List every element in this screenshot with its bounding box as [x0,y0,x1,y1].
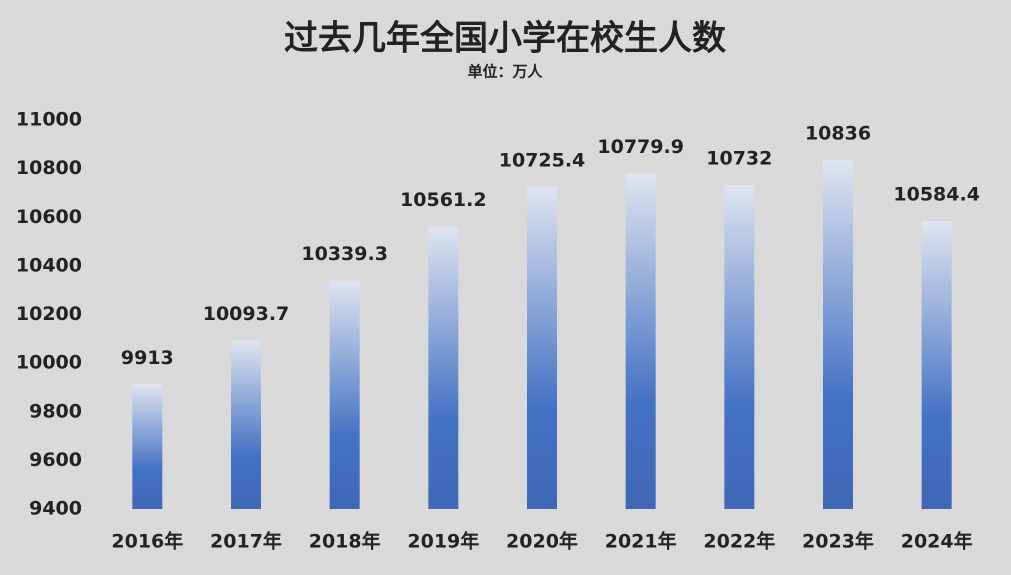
value-label: 10725.4 [499,149,586,171]
bar [527,186,557,509]
x-tick-label: 2019年 [407,530,479,553]
y-tick-label: 11000 [16,109,82,131]
bar [724,185,755,509]
value-label: 10339.3 [301,243,388,265]
x-tick-label: 2016年 [111,530,183,553]
chart-subtitle: 单位：万人 [467,63,543,81]
y-tick-label: 9400 [29,498,82,520]
bar [921,221,952,509]
x-tick-label: 2020年 [506,530,578,553]
chart-title: 过去几年全国小学在校生人数 [284,19,726,59]
x-tick-label: 2018年 [309,530,381,553]
x-tick-label: 2024年 [901,530,973,553]
x-tick-label: 2017年 [210,530,282,553]
y-tick-label: 10000 [16,352,82,374]
y-tick-label: 10400 [16,254,82,276]
value-label: 10836 [805,122,871,144]
value-label: 10093.7 [203,303,290,325]
bar [428,226,459,510]
bar [329,280,360,509]
x-tick-label: 2022年 [703,530,775,553]
bar [823,159,853,509]
x-tick-label: 2023年 [802,530,874,553]
y-tick-label: 10600 [16,206,82,228]
value-label: 10584.4 [893,184,980,206]
value-label: 10732 [706,148,772,170]
value-label: 10561.2 [400,189,487,211]
y-tick-label: 9800 [29,400,82,422]
value-label: 10779.9 [597,136,684,158]
y-tick-label: 10200 [16,303,82,325]
value-label: 9913 [121,347,174,369]
x-tick-label: 2021年 [605,530,677,553]
y-tick-label: 10800 [16,157,82,179]
y-tick-label: 9600 [29,449,82,471]
bar [625,173,656,509]
bar [132,384,163,509]
bar [231,340,261,509]
